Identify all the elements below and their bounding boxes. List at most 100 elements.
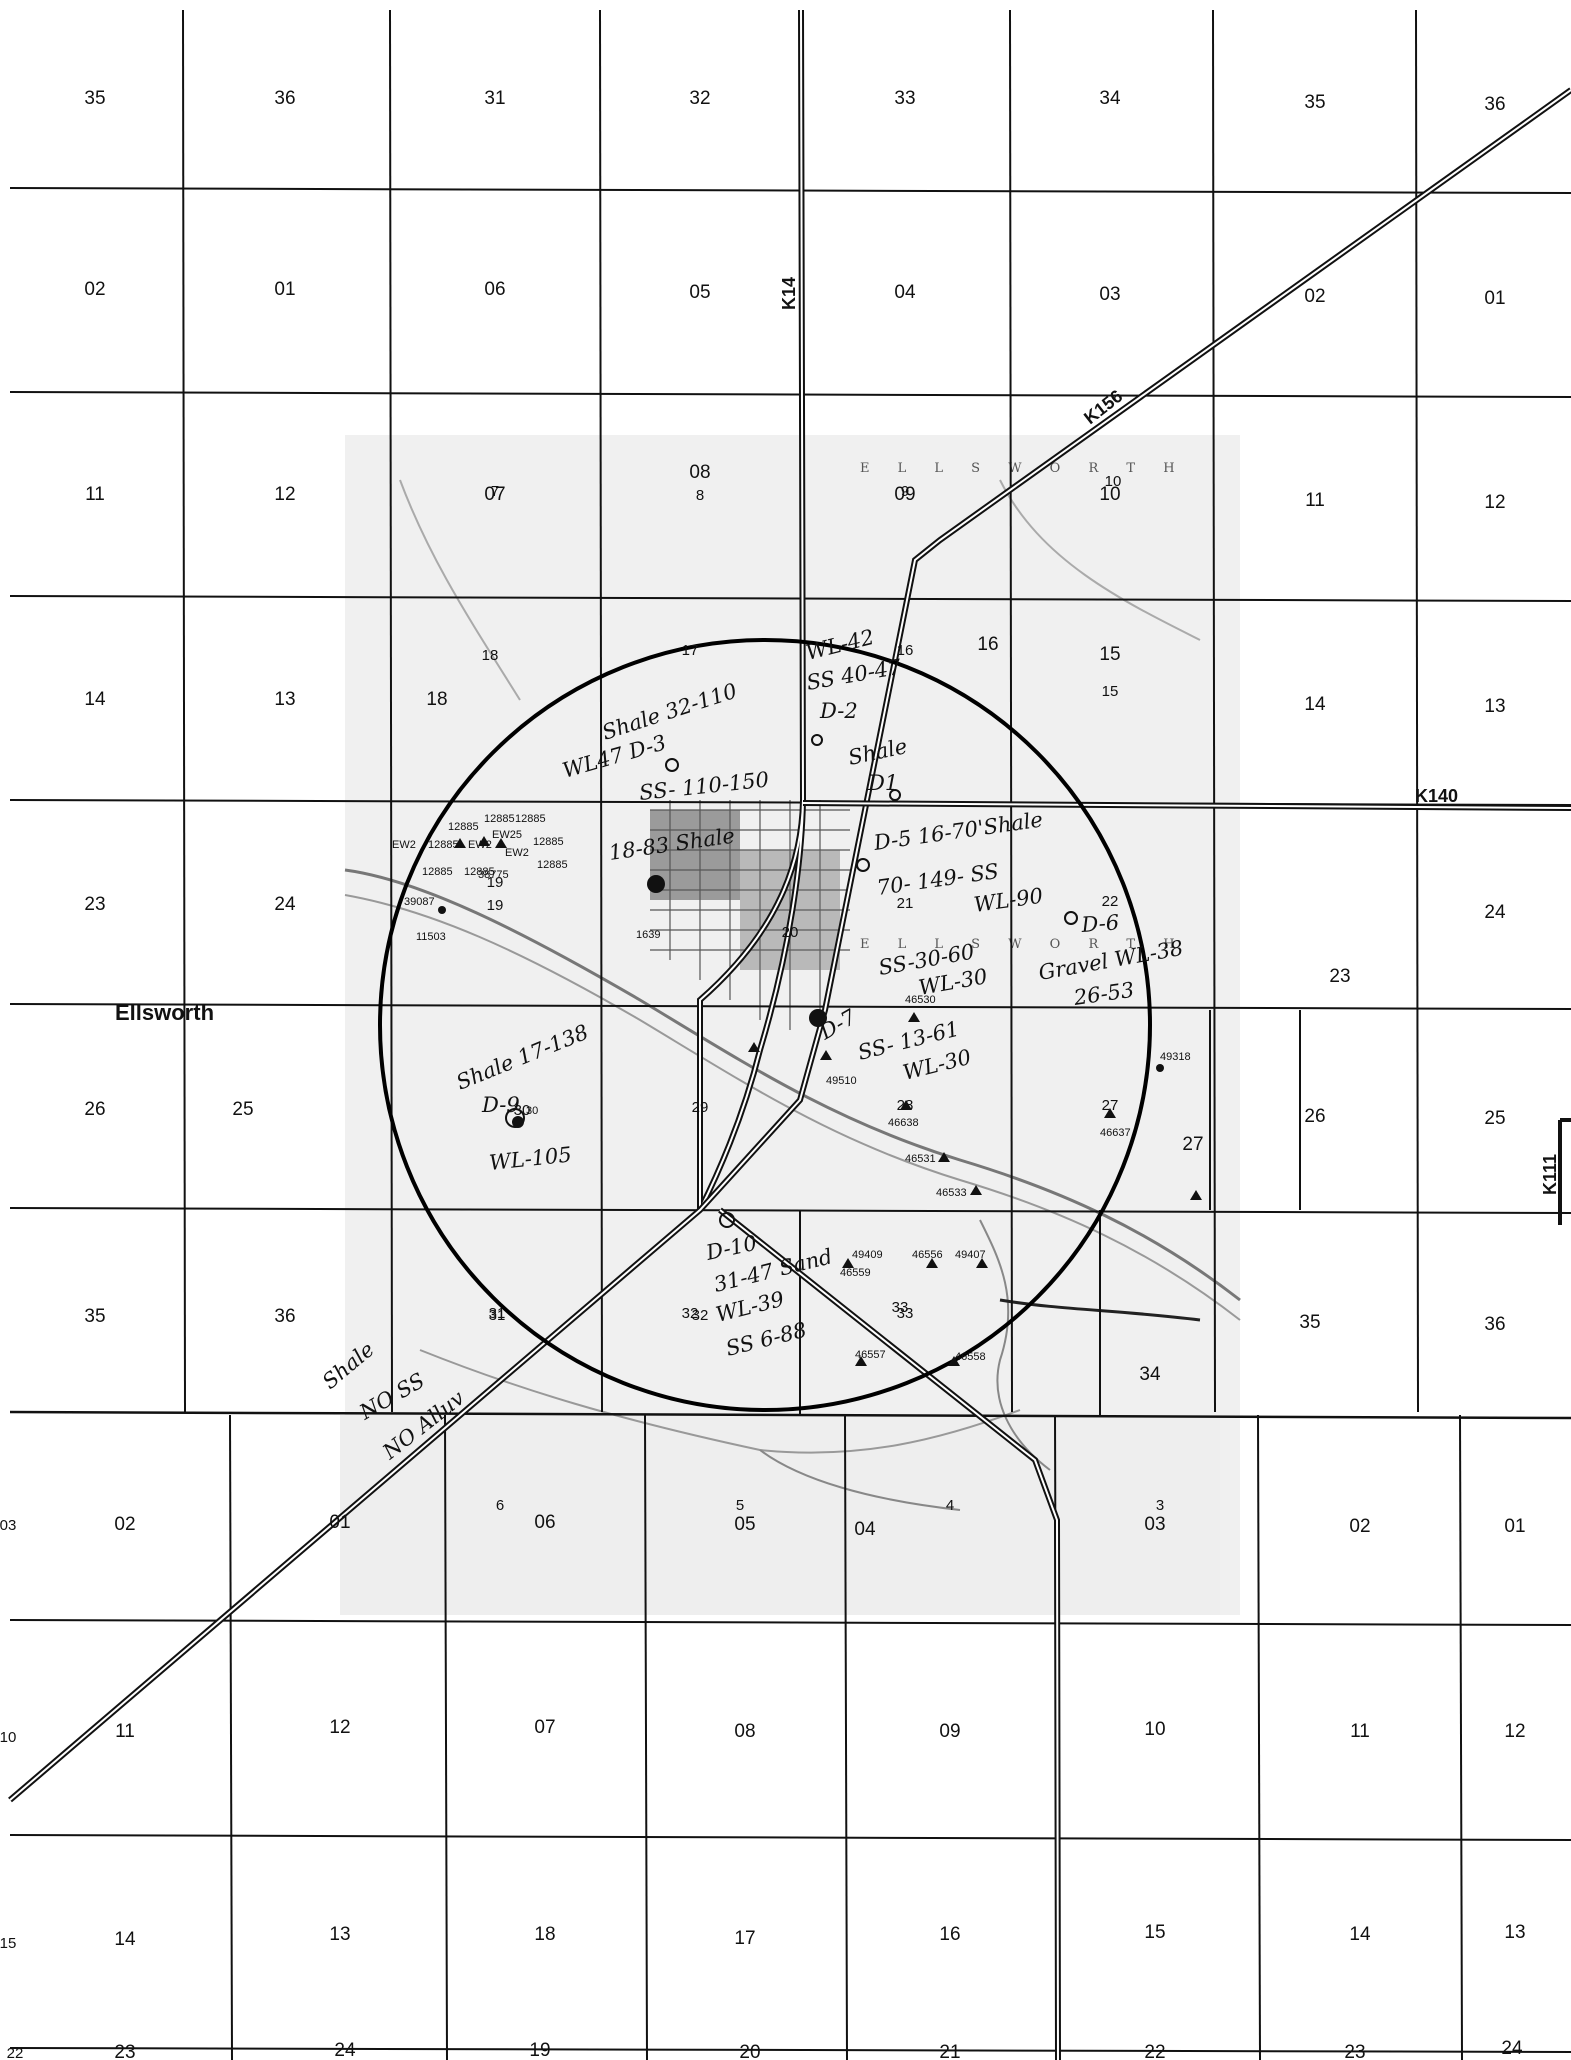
- section-number: 15: [1099, 644, 1120, 665]
- section-number: 17: [734, 1928, 755, 1949]
- base-section-number: 16: [897, 642, 914, 659]
- section-number: 01: [1504, 1516, 1525, 1537]
- section-number: 23: [114, 2042, 135, 2060]
- base-section-number: 15: [1102, 683, 1119, 700]
- base-section-number: 20: [782, 924, 799, 941]
- section-number: 35: [1299, 1312, 1320, 1333]
- section-number: 35: [84, 88, 105, 109]
- well-number: 39087: [404, 896, 435, 908]
- section-number: 35: [1304, 92, 1325, 113]
- well-number: 11503: [416, 931, 446, 943]
- base-section-number: 18: [482, 647, 499, 664]
- annotation: D1: [867, 771, 898, 795]
- section-number: 02: [114, 1514, 135, 1535]
- section-number: 18: [534, 1924, 555, 1945]
- well-number: 49407: [955, 1249, 986, 1261]
- well-marker: [908, 1012, 920, 1022]
- well-number: 46533: [936, 1187, 967, 1199]
- section-number: 36: [1484, 1314, 1505, 1335]
- section-number: 12: [329, 1717, 350, 1738]
- well-marker: [900, 1100, 912, 1110]
- section-number: 24: [334, 2040, 356, 2060]
- well-number: 46638: [888, 1117, 919, 1129]
- base-section-number: 6: [496, 1497, 504, 1514]
- annotation: D-6: [1080, 910, 1120, 937]
- well-number: EW2: [505, 847, 529, 859]
- section-number: 06: [484, 279, 505, 300]
- well-number: 38775: [478, 869, 509, 881]
- base-section-number: 32: [682, 1305, 699, 1322]
- well-number: EW2: [468, 839, 492, 851]
- annotation: D-9: [481, 1093, 520, 1117]
- well-number: 12885: [533, 836, 564, 848]
- well-marker: [647, 875, 665, 893]
- section-number: 10: [0, 1729, 16, 1746]
- section-number: 24: [1484, 902, 1506, 923]
- section-number: 24: [1501, 2038, 1523, 2059]
- section-number: 08: [734, 1721, 755, 1742]
- well-number: 12885: [448, 821, 479, 833]
- well-number: 12885: [422, 866, 453, 878]
- section-number: 12: [1504, 1721, 1525, 1742]
- section-number: 35: [84, 1306, 105, 1327]
- section-number: 01: [1484, 288, 1505, 309]
- base-section-number: 29: [692, 1099, 709, 1116]
- well-marker: [505, 1108, 525, 1128]
- section-number: 13: [274, 689, 295, 710]
- road-label-k111: K111: [1540, 1154, 1560, 1195]
- well-marker: [495, 838, 507, 848]
- section-number: 10: [1099, 484, 1120, 505]
- well-number: 46637: [1100, 1127, 1131, 1139]
- well-marker: [842, 1258, 854, 1268]
- well-marker: [1064, 911, 1078, 925]
- well-number: 12885: [464, 866, 495, 878]
- section-number: 31: [489, 1307, 506, 1324]
- well-marker: [438, 906, 446, 914]
- well-marker: [1190, 1190, 1202, 1200]
- section-number: 09: [939, 1721, 960, 1742]
- well-number: EW25: [492, 829, 522, 841]
- base-section-number: 22: [1102, 893, 1119, 910]
- county-label-mid: E L L S W O R T H: [860, 937, 1187, 952]
- well-marker: [889, 789, 901, 801]
- section-number: 09: [894, 484, 915, 505]
- section-number: 19: [529, 2040, 550, 2060]
- base-section-number: 17: [682, 642, 699, 659]
- section-number: 15: [1144, 1922, 1165, 1943]
- section-number: 21: [939, 2042, 960, 2060]
- well-number: 46531: [905, 1153, 936, 1165]
- well-marker: [856, 858, 870, 872]
- section-number: 34: [1099, 88, 1121, 109]
- well-marker: [926, 1258, 938, 1268]
- well-number: 46558: [955, 1351, 986, 1363]
- well-number: 46557: [855, 1349, 886, 1361]
- section-number: 14: [84, 689, 106, 710]
- section-number: 05: [689, 282, 710, 303]
- well-marker: [948, 1356, 960, 1366]
- well-marker: [820, 1050, 832, 1060]
- roads: [8, 9, 1571, 2060]
- section-number: 26: [84, 1099, 105, 1120]
- road-label-k14: K14: [779, 277, 799, 310]
- section-number: 20: [739, 2042, 760, 2060]
- section-number: 23: [1329, 966, 1350, 987]
- section-number: 13: [329, 1924, 350, 1945]
- well-marker: [938, 1152, 950, 1162]
- section-number: 11: [1305, 490, 1325, 511]
- section-number: 22: [1144, 2042, 1165, 2060]
- base-section-number: 27: [1102, 1097, 1119, 1114]
- section-number: 02: [84, 279, 105, 300]
- road-k111: [1558, 1118, 1571, 1225]
- section-number: 16: [939, 1924, 960, 1945]
- section-number: 04: [894, 282, 916, 303]
- section-number: 11: [85, 484, 105, 505]
- section-number: 14: [1304, 694, 1326, 715]
- base-section-number: 8: [696, 487, 704, 504]
- section-number: 07: [484, 484, 505, 505]
- well-marker: [855, 1356, 867, 1366]
- well-number: 46559: [840, 1267, 871, 1279]
- topo-base-map: E L L S W O R T H E L L S W O R T H: [340, 435, 1241, 1615]
- section-number: 12: [1484, 492, 1505, 513]
- base-section-number: 10: [1105, 473, 1122, 490]
